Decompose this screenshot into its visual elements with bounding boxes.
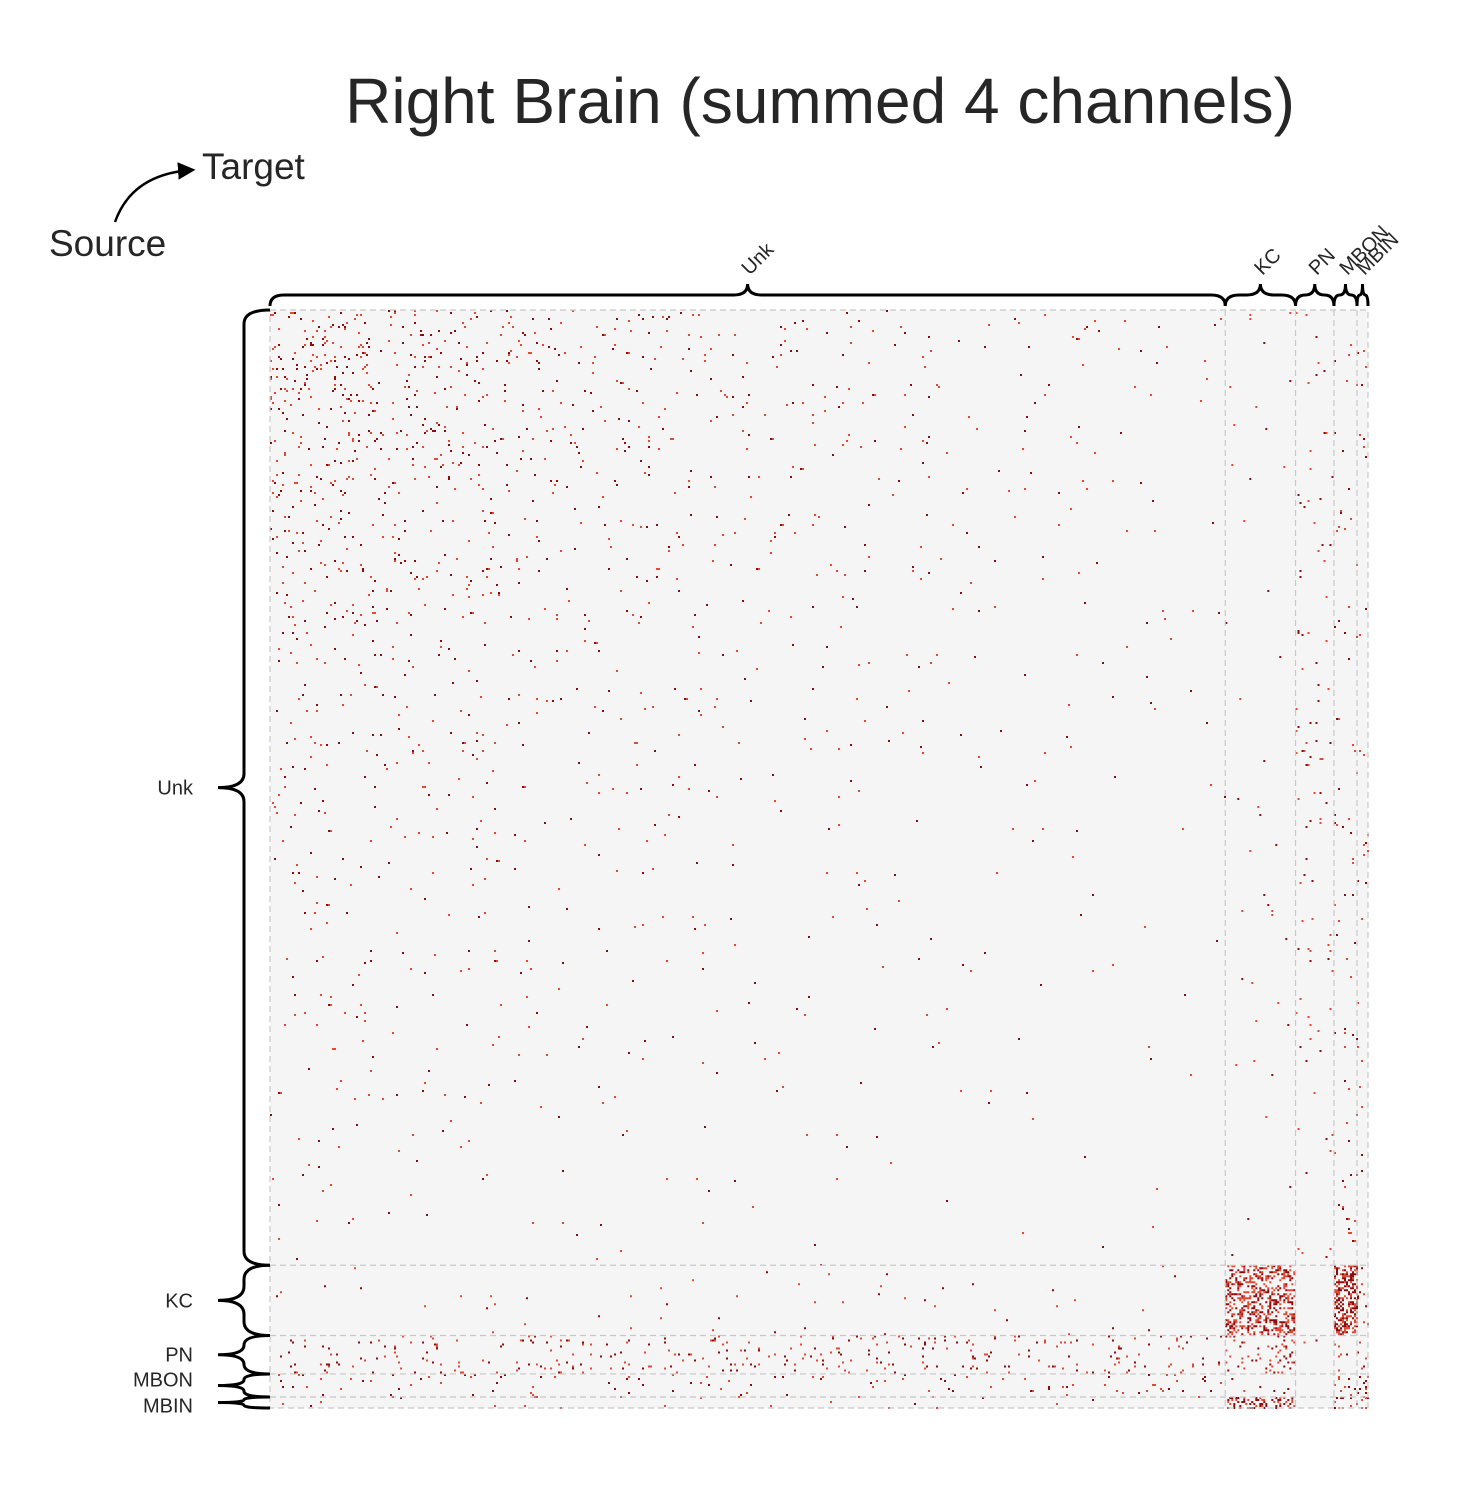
row-brace-kc — [217, 1263, 271, 1338]
target-label: Target — [202, 146, 306, 187]
column-brace-kc — [1223, 283, 1298, 307]
column-brace-mbon — [1332, 283, 1359, 307]
chart-title: Right Brain (summed 4 channels) — [345, 65, 1295, 137]
source-target-arrow-icon — [113, 162, 196, 223]
group-dividers — [269, 309, 1369, 1409]
row-group-label-pn: PN — [165, 1345, 193, 1367]
column-brace-pn — [1294, 283, 1336, 307]
matrix-frame — [269, 309, 1369, 1409]
row-group-label-unk: Unk — [157, 778, 194, 800]
row-group-label-kc: KC — [165, 1290, 193, 1312]
row-brace-pn — [217, 1334, 271, 1376]
column-brace-unk — [268, 283, 1227, 307]
row-brace-mbin — [217, 1395, 271, 1410]
source-label: Source — [49, 223, 166, 264]
adjacency-matrix — [270, 310, 1369, 1409]
column-brace-mbin — [1355, 283, 1370, 307]
column-group-label-pn: PN — [1305, 244, 1340, 279]
row-brace-unk — [217, 308, 271, 1267]
row-group-label-mbon: MBON — [133, 1369, 193, 1391]
column-group-label-kc: KC — [1250, 244, 1285, 279]
column-group-label-unk: Unk — [738, 238, 779, 279]
row-brace-mbon — [217, 1372, 271, 1399]
edge-marks-dark — [270, 310, 1369, 1409]
row-group-label-mbin: MBIN — [143, 1396, 193, 1418]
matrix-background — [270, 310, 1368, 1408]
